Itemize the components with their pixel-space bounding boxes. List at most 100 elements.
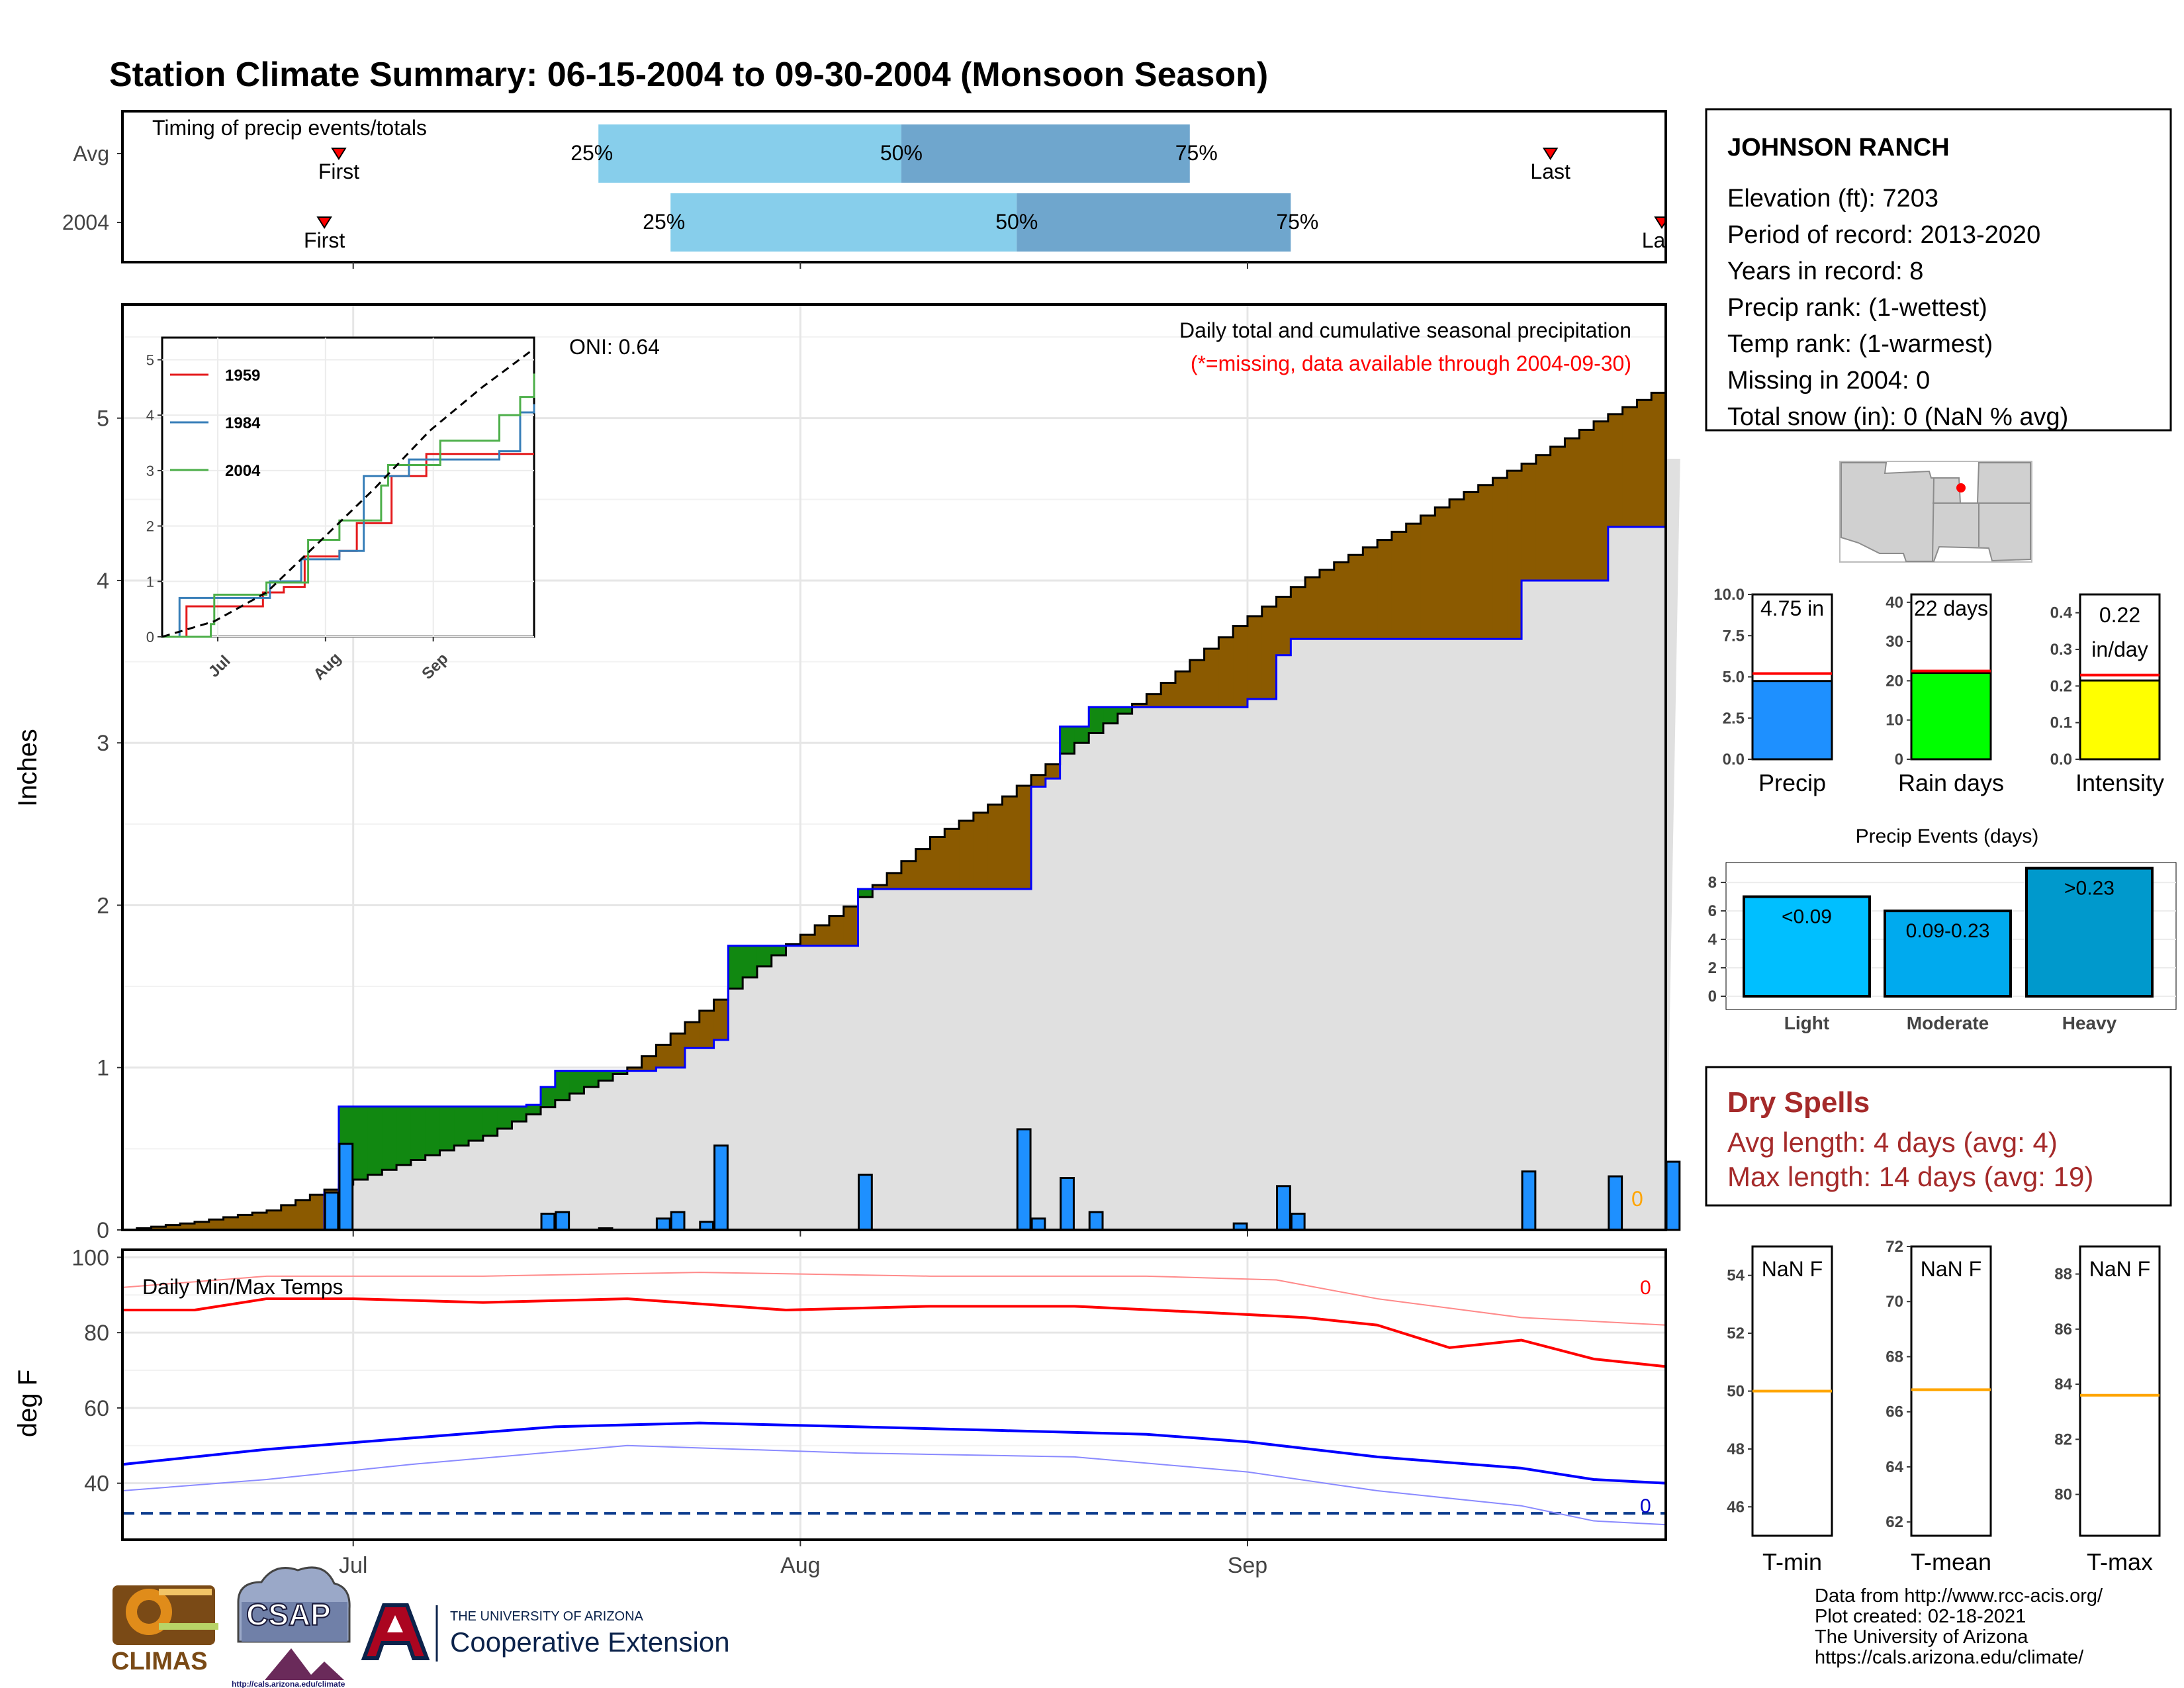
surplus-fill-65 [1060,726,1075,754]
gauge-tick-label-1-3: 30 [1886,633,1903,651]
gauge-value-text-0: 4.75 in [1760,596,1824,620]
temp-y-tick-label-3: 100 [71,1245,109,1270]
deficit-fill-61 [1002,796,1017,889]
tgauge-tick-label-2-0: 80 [2054,1486,2072,1504]
tgauge-label-2: T-max [2087,1548,2153,1575]
gauge-label-1: Rain days [1898,769,2004,796]
deficit-fill-104 [1622,407,1638,528]
surplus-fill-51 [858,888,873,898]
timing-row-label-0: Avg [73,142,109,165]
deficit-fill-84 [1334,562,1349,639]
surplus-fill-33 [598,1070,614,1081]
daily-precip-bar-5 [655,1217,671,1231]
timing-q75-label-1: 75% [1276,210,1318,234]
observed-cumulative-line [122,526,1666,1231]
daily-precip-bar-18 [1608,1175,1623,1231]
deficit-fill-75 [1204,648,1219,708]
tgauge-tick-label-1-0: 62 [1886,1513,1903,1531]
tgauge-value-text-1: NaN F [1921,1257,1981,1281]
daily-precip-bar-2 [540,1212,556,1231]
deficit-fill-72 [1161,682,1176,708]
credit-line-0: Data from http://www.rcc-acis.org/ [1815,1585,2103,1607]
surplus-fill-69 [1117,707,1133,714]
avg-max-line [122,1297,1666,1368]
deficit-fill-73 [1175,671,1191,708]
gauge-tick-label-1-2: 20 [1886,672,1903,690]
surplus-fill-27 [512,1106,527,1122]
station-detail-1: Period of record: 2013-2020 [1727,221,2040,249]
deficit-fill-2 [151,1227,166,1230]
ua-small-text: THE UNIVERSITY OF ARIZONA [450,1609,644,1624]
deficit-fill-56 [930,837,945,889]
timing-q50-label-0: 50% [880,141,923,165]
precip-y-tick-label-2: 2 [97,893,109,918]
last-event-label-0: Last [1530,160,1570,183]
station-name: JOHNSON RANCH [1727,134,1950,162]
events-category-0: Light [1784,1013,1829,1033]
temp-y-tick-label-2: 80 [84,1321,109,1346]
deficit-fill-96 [1507,471,1522,639]
deficit-fill-103 [1608,414,1623,528]
daily-precip-bar-19 [1665,1160,1681,1231]
inset-legend-label-1959: 1959 [225,367,260,385]
tgauge-tick-label-1-4: 70 [1886,1293,1903,1311]
surplus-fill-19 [396,1106,412,1165]
deficit-fill-90 [1420,515,1435,639]
inset-series-average [161,348,535,638]
timing-q75-label-0: 75% [1175,141,1218,165]
inset-y-tick-label-2: 2 [146,518,154,535]
events-bar-heavy [2025,867,2154,998]
events-y-tick-label-4: 8 [1708,874,1717,892]
temp-chart-layer [122,1272,1666,1526]
deficit-fill-10 [266,1210,282,1230]
tgauge-tick-label-2-1: 82 [2054,1430,2072,1448]
deficit-fill-92 [1449,499,1465,639]
tgauge-tick-label-1-5: 72 [1886,1238,1903,1256]
temp-missing-bottom: 0 [1640,1495,1651,1517]
surplus-fill-68 [1103,707,1118,724]
last-event-marker-0 [1542,148,1559,160]
precip-panel-frame [121,303,1667,1231]
deficit-fill-39 [684,1022,700,1049]
deficit-fill-105 [1637,400,1652,528]
station-detail-3: Precip rank: (1-wettest) [1727,294,1987,322]
deficit-fill-71 [1146,694,1161,708]
first-event-label-1: First [304,228,345,252]
gauge-label-0: Precip [1758,769,1826,796]
gauge-tick-label-0-3: 7.5 [1723,627,1745,645]
surplus-fill-28 [526,1105,541,1115]
daily-precip-bar-9 [858,1174,873,1231]
inset-series-1959 [162,453,534,638]
deficit-fill-106 [1651,393,1666,528]
deficit-fill-52 [872,885,887,889]
average-cumulative-line [122,391,1666,1231]
daily-precip-bar-11 [1030,1217,1046,1231]
temp-y-tick-label-0: 40 [84,1472,109,1497]
temp-missing-top: 0 [1640,1277,1651,1299]
precip-y-tick-label-5: 5 [97,406,109,432]
deficit-fill-97 [1522,463,1537,581]
deficit-fill-58 [959,820,974,889]
deficit-fill-55 [915,849,931,889]
deficit-fill-77 [1233,626,1248,708]
inset-legend-label-2004: 2004 [225,462,261,480]
events-title: Precip Events (days) [1856,825,2039,847]
events-bar-label-0: <0.09 [1782,906,1832,928]
deficit-fill-64 [1045,764,1061,779]
first-event-marker-1 [316,216,332,229]
record-max-line [122,1272,1666,1326]
precip-y-tick-label-1: 1 [97,1056,109,1081]
gauge-tick-label-2-3: 0.3 [2050,641,2072,659]
gauge-tick-label-0-2: 5.0 [1723,669,1745,686]
inset-series-1984 [162,404,535,638]
events-bar-light [1743,895,1871,998]
timing-clip-cover [1667,110,1700,269]
surplus-fill-20 [410,1106,426,1160]
surplus-fill-17 [367,1106,383,1175]
tgauge-tick-label-1-1: 64 [1886,1458,1903,1476]
data-credits: Data from http://www.rcc-acis.org/Plot c… [1815,1585,2103,1668]
deficit-fill-93 [1463,492,1479,639]
surplus-fill-44 [756,945,772,966]
gauge-tick-label-1-0: 0 [1895,751,1903,769]
